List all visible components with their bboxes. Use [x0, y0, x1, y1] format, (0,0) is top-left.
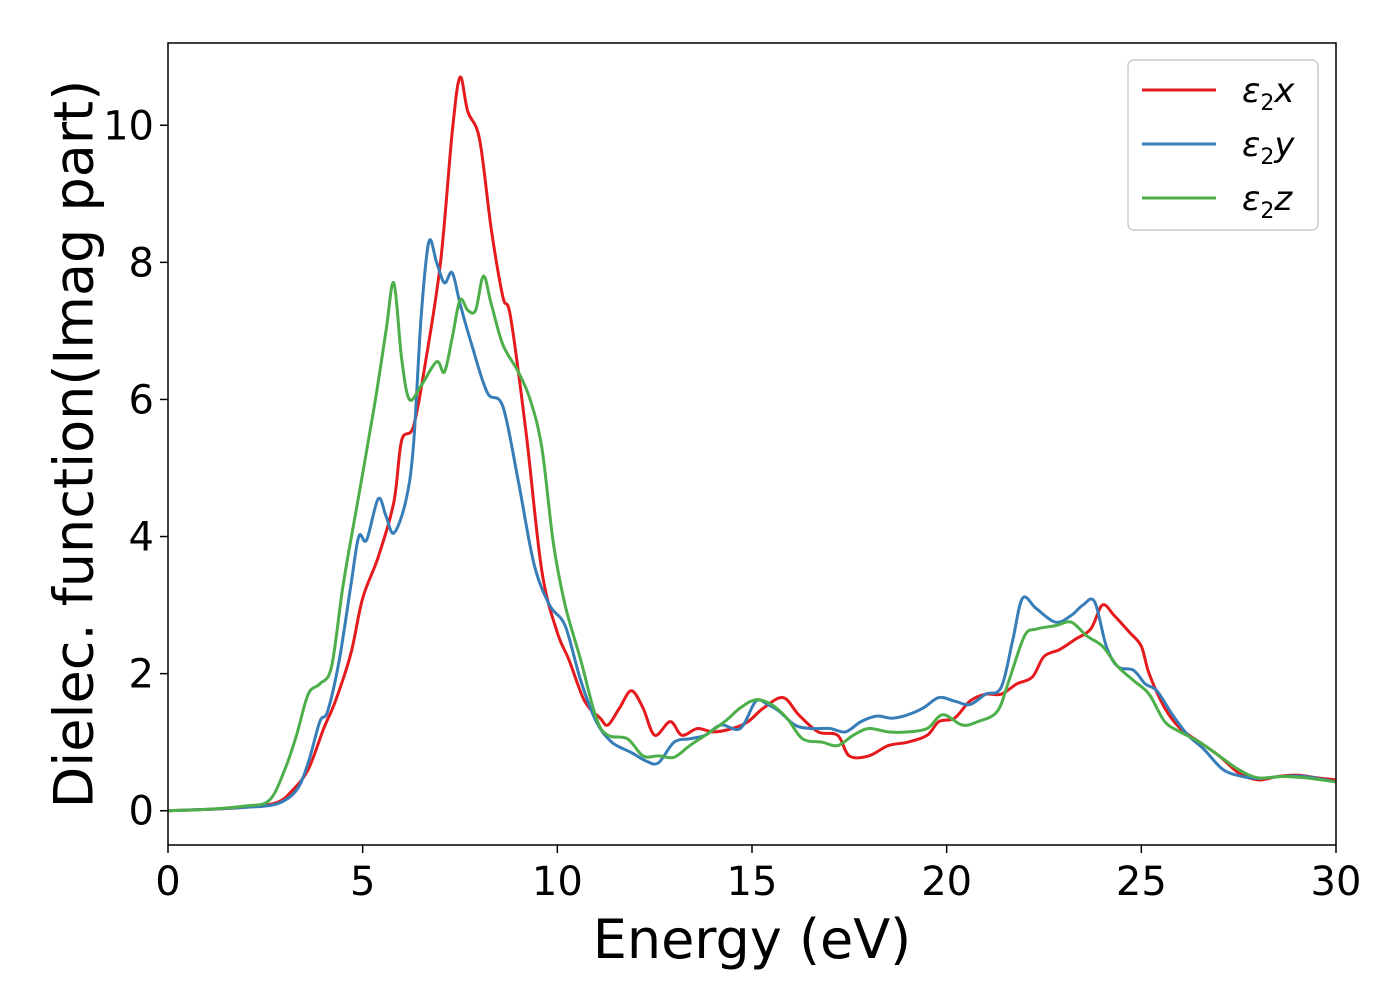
legend-label: ε2x — [1242, 71, 1295, 116]
x-tick-label: 30 — [1311, 859, 1362, 905]
x-tick-label: 15 — [727, 859, 778, 905]
y-tick-label: 6 — [129, 377, 154, 423]
x-axis-ticks: 0 5 10 15 20 25 30 — [155, 845, 1361, 905]
x-tick-label: 20 — [921, 859, 972, 905]
x-tick-label: 10 — [532, 859, 583, 905]
legend-box — [1127, 59, 1319, 231]
y-tick-label: 0 — [129, 789, 154, 835]
x-tick-label: 5 — [350, 859, 375, 905]
series-line-x — [168, 75, 1336, 813]
x-tick-label: 25 — [1116, 859, 1167, 905]
series-layer — [168, 75, 1336, 813]
y-tick-label: 2 — [129, 652, 154, 698]
legend: ε2x ε2y ε2z — [1127, 59, 1319, 231]
x-axis-label: Energy (eV) — [593, 908, 912, 971]
legend-item-z: ε2z — [1142, 179, 1293, 224]
series-line-y — [168, 238, 1336, 813]
x-tick-label: 0 — [155, 859, 180, 905]
series-line-z — [168, 274, 1336, 813]
legend-item-y: ε2y — [1142, 125, 1295, 170]
y-tick-label: 10 — [103, 103, 154, 149]
legend-label: ε2z — [1242, 179, 1293, 224]
y-axis-ticks: 0 2 4 6 8 10 — [103, 103, 168, 835]
legend-label: ε2y — [1242, 125, 1295, 170]
y-tick-label: 8 — [129, 240, 154, 286]
y-axis-label: Dielec. function(Imag part) — [43, 80, 106, 809]
legend-item-x: ε2x — [1142, 71, 1295, 116]
y-tick-label: 4 — [129, 515, 154, 561]
